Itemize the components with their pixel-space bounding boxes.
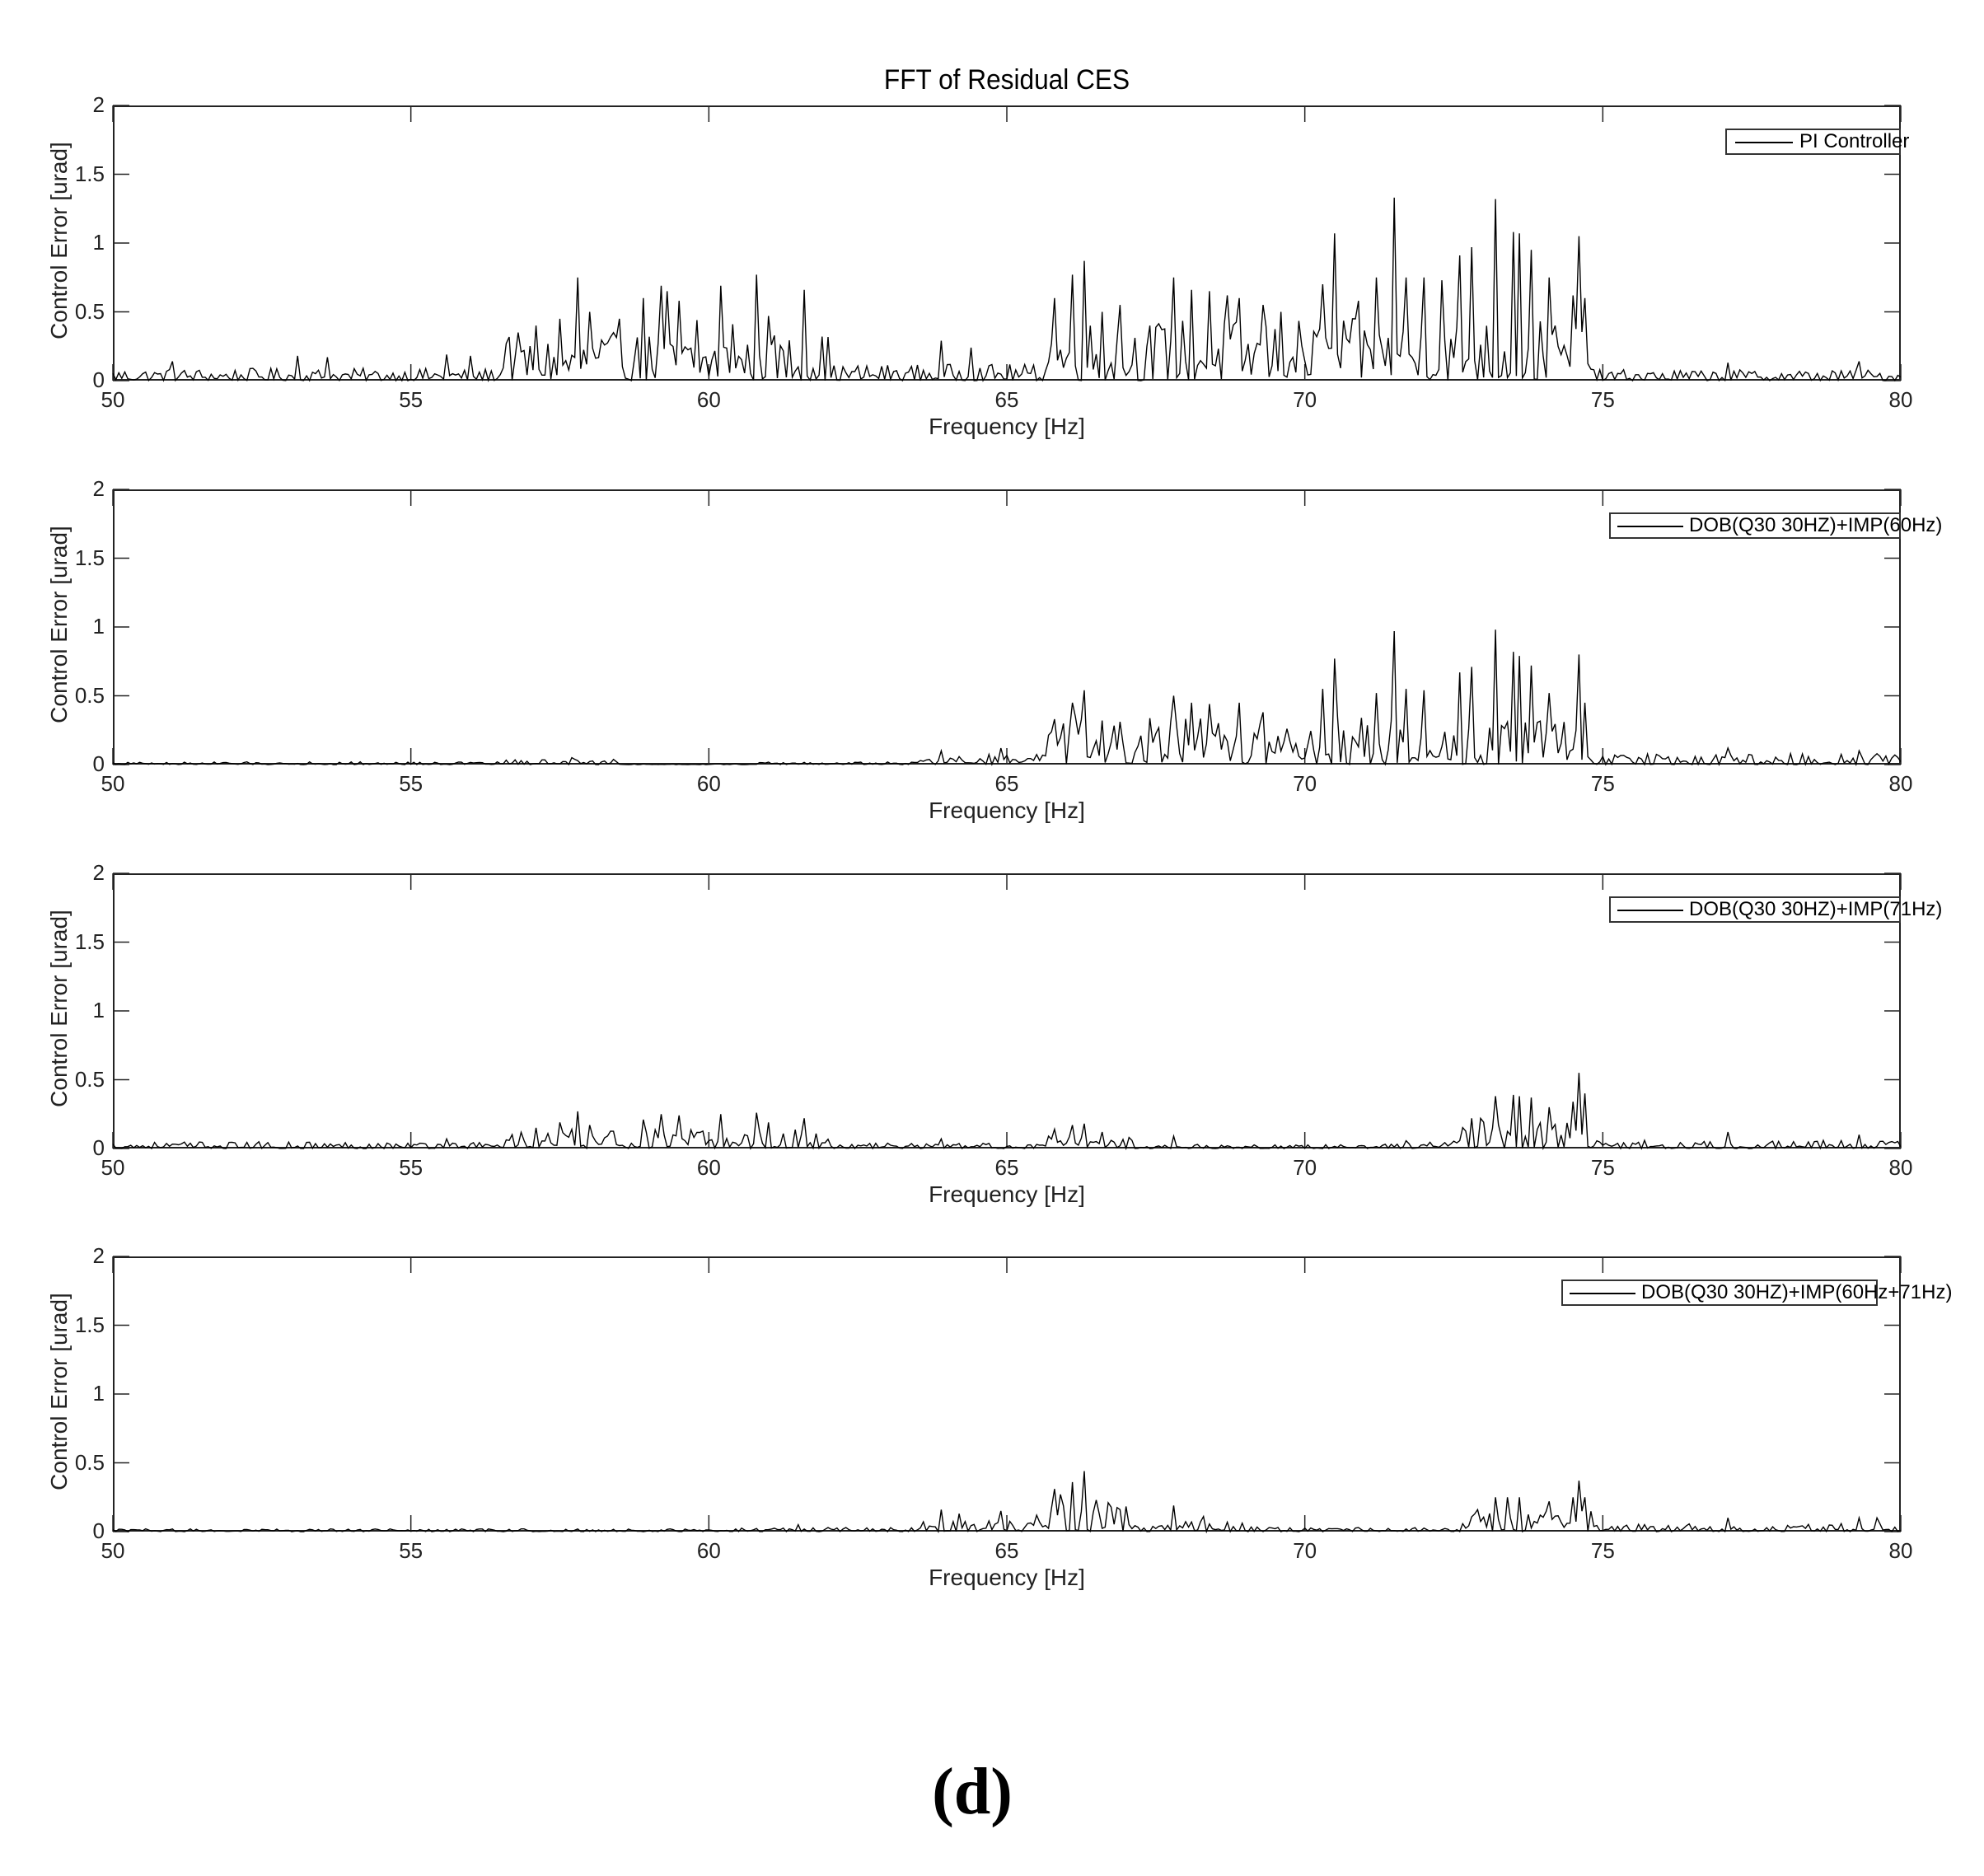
y-tick-label: 1.5 (74, 1312, 105, 1337)
x-tick-label: 80 (1888, 771, 1913, 796)
x-tick-label: 70 (1293, 1155, 1317, 1180)
x-tick-label: 70 (1293, 1538, 1317, 1563)
x-tick-label: 70 (1293, 771, 1317, 796)
x-tick-label: 65 (994, 1155, 1019, 1180)
fft-line-plot (112, 105, 1902, 383)
x-tick-label: 50 (101, 1538, 125, 1563)
legend: DOB(Q30 30HZ)+IMP(60Hz+71Hz) (1561, 1280, 1952, 1306)
x-tick-label: 50 (101, 1155, 125, 1180)
legend-label: DOB(Q30 30HZ)+IMP(71Hz) (1689, 898, 1943, 920)
plot-area (112, 489, 1902, 767)
axis-ticks (112, 1256, 1902, 1532)
y-tick-label: 2 (92, 92, 105, 117)
y-tick-label: 0 (92, 1135, 105, 1160)
x-tick-label: 50 (101, 771, 125, 796)
y-axis-label: Control Error [urad] (46, 1293, 72, 1490)
axis-ticks (112, 105, 1902, 381)
legend-label: DOB(Q30 30HZ)+IMP(60Hz+71Hz) (1641, 1281, 1953, 1303)
y-tick-label: 0 (92, 1518, 105, 1543)
fft-line-plot (112, 489, 1902, 767)
x-tick-label: 50 (101, 387, 125, 412)
y-tick-label: 1.5 (74, 929, 105, 954)
fft-line-plot (112, 1256, 1902, 1534)
figure-title: FFT of Residual CES (883, 64, 1130, 96)
x-tick-label: 55 (399, 1538, 423, 1563)
y-axis-label: Control Error [urad] (46, 142, 72, 339)
x-tick-label: 60 (696, 771, 721, 796)
x-tick-label: 60 (696, 387, 721, 412)
x-tick-label: 80 (1888, 1155, 1913, 1180)
fft-series-line (112, 1073, 1902, 1151)
x-tick-label: 60 (696, 1538, 721, 1563)
y-tick-label: 0.5 (74, 1066, 105, 1092)
axis-ticks (112, 489, 1902, 765)
x-tick-label: 55 (399, 1155, 423, 1180)
x-tick-label: 70 (1293, 387, 1317, 412)
legend-label: DOB(Q30 30HZ)+IMP(60Hz) (1689, 514, 1943, 536)
x-tick-label: 80 (1888, 387, 1913, 412)
y-tick-label: 1 (92, 1381, 105, 1406)
x-axis-label: Frequency [Hz] (929, 798, 1085, 823)
y-axis-label: Control Error [urad] (46, 526, 72, 723)
x-tick-label: 65 (994, 771, 1019, 796)
subfigure-label: (d) (932, 1756, 1013, 1828)
x-tick-label: 75 (1590, 1538, 1615, 1563)
legend-line-swatch (1617, 526, 1683, 527)
legend: PI Controller (1725, 129, 1909, 155)
axis-ticks (112, 873, 1902, 1149)
x-tick-label: 80 (1888, 1538, 1913, 1563)
x-tick-label: 55 (399, 771, 423, 796)
plot-area (112, 105, 1902, 383)
y-tick-label: 1.5 (74, 545, 105, 570)
plot-area (112, 873, 1902, 1151)
y-tick-label: 1 (92, 230, 105, 255)
y-tick-label: 1 (92, 998, 105, 1022)
legend: DOB(Q30 30HZ)+IMP(60Hz) (1609, 512, 1942, 539)
x-axis-label: Frequency [Hz] (929, 414, 1085, 439)
x-axis-label: Frequency [Hz] (929, 1181, 1085, 1207)
y-tick-label: 0 (92, 367, 105, 392)
fft-line-plot (112, 873, 1902, 1151)
x-axis-label: Frequency [Hz] (929, 1565, 1085, 1590)
y-tick-label: 0.5 (74, 682, 105, 708)
fft-series-line (112, 197, 1902, 383)
y-tick-label: 2 (92, 476, 105, 501)
y-tick-label: 1 (92, 614, 105, 639)
y-tick-label: 0.5 (74, 1449, 105, 1475)
legend-line-swatch (1735, 142, 1793, 143)
y-axis-label: Control Error [urad] (46, 910, 72, 1107)
x-tick-label: 60 (696, 1155, 721, 1180)
y-tick-label: 0 (92, 751, 105, 776)
x-tick-label: 75 (1590, 771, 1615, 796)
y-tick-label: 2 (92, 860, 105, 885)
legend: DOB(Q30 30HZ)+IMP(71Hz) (1609, 896, 1942, 923)
y-tick-label: 0.5 (74, 298, 105, 324)
y-tick-label: 1.5 (74, 161, 105, 186)
fft-series-line (112, 1471, 1902, 1534)
x-tick-label: 75 (1590, 1155, 1615, 1180)
x-tick-label: 65 (994, 1538, 1019, 1563)
x-tick-label: 55 (399, 387, 423, 412)
x-tick-label: 65 (994, 387, 1019, 412)
x-tick-label: 75 (1590, 387, 1615, 412)
legend-label: PI Controller (1799, 130, 1910, 152)
legend-line-swatch (1570, 1293, 1635, 1294)
fft-series-line (112, 629, 1902, 767)
legend-line-swatch (1617, 910, 1683, 911)
y-tick-label: 2 (92, 1243, 105, 1268)
